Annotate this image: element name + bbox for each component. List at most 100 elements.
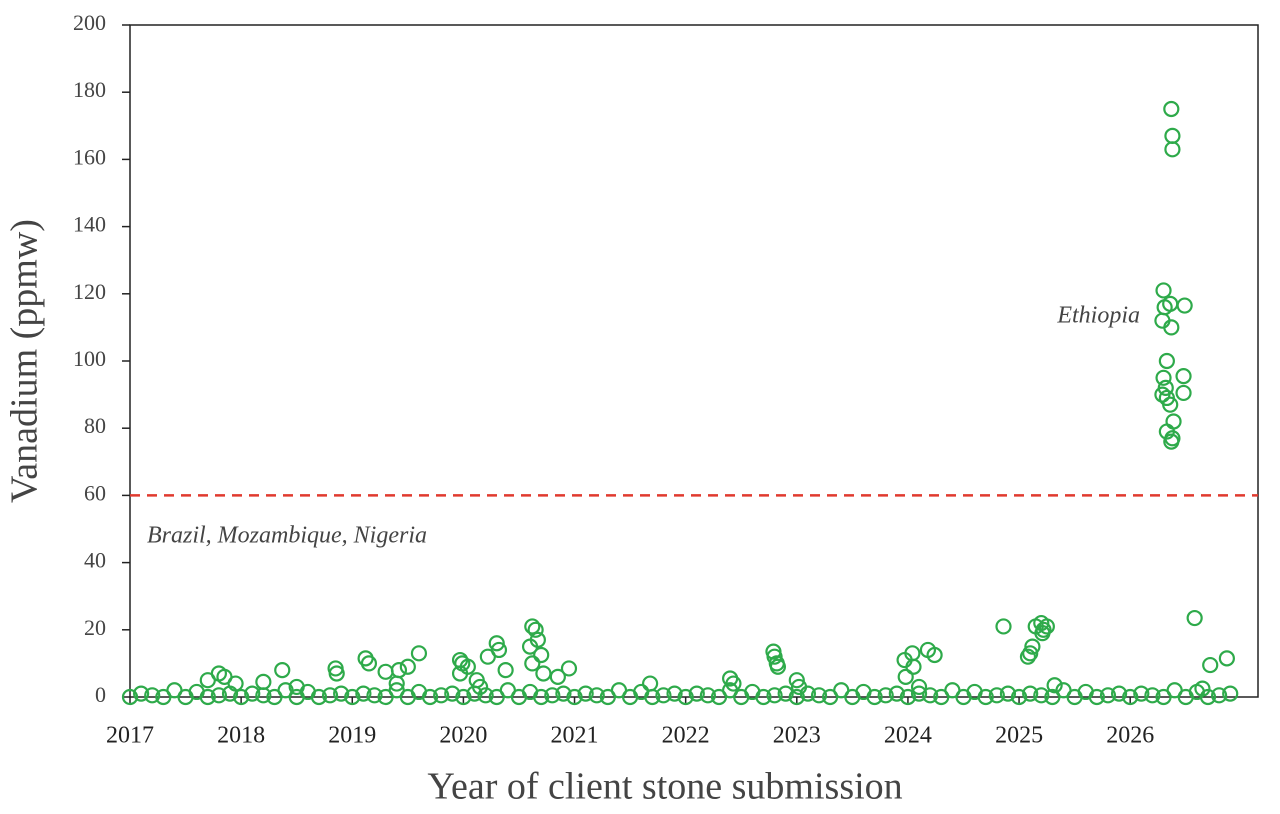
point xyxy=(1175,368,1192,385)
x-tick-label: 2020 xyxy=(439,723,487,749)
point xyxy=(199,672,216,689)
point xyxy=(655,687,672,704)
point xyxy=(121,688,139,706)
point xyxy=(360,655,378,672)
point xyxy=(1163,100,1180,118)
point xyxy=(524,618,541,635)
point xyxy=(905,658,922,675)
point xyxy=(888,685,905,702)
point xyxy=(344,688,361,706)
point xyxy=(527,621,544,638)
plot-frame xyxy=(129,24,1259,698)
point xyxy=(479,648,496,665)
point xyxy=(399,658,416,675)
point xyxy=(777,685,794,702)
point xyxy=(910,678,928,696)
point xyxy=(1088,688,1105,706)
point xyxy=(1163,319,1180,336)
point xyxy=(1218,650,1235,667)
point xyxy=(1022,685,1039,702)
point xyxy=(1122,688,1139,706)
point xyxy=(810,687,828,704)
point xyxy=(444,685,461,702)
point xyxy=(1186,609,1203,627)
point xyxy=(144,687,161,704)
point xyxy=(1222,685,1239,702)
point xyxy=(555,685,572,702)
point xyxy=(1099,687,1117,704)
point xyxy=(466,685,483,702)
point xyxy=(390,662,408,679)
point xyxy=(321,687,339,704)
y-tick-label: 200 xyxy=(73,10,106,35)
point xyxy=(1164,141,1181,158)
y-tick-label: 160 xyxy=(73,144,106,169)
point xyxy=(1162,396,1179,413)
point xyxy=(388,675,405,692)
point xyxy=(255,687,272,704)
point xyxy=(1211,687,1228,704)
point xyxy=(274,662,291,679)
point xyxy=(410,645,428,662)
point xyxy=(1154,386,1171,403)
point xyxy=(899,688,917,706)
point xyxy=(1022,645,1039,662)
point xyxy=(549,668,566,685)
point xyxy=(1176,297,1193,314)
point xyxy=(1133,685,1150,702)
point xyxy=(788,688,805,706)
x-tick-label: 2021 xyxy=(551,723,599,749)
point xyxy=(488,635,505,652)
point xyxy=(455,688,472,706)
point xyxy=(922,687,939,704)
x-tick-label: 2026 xyxy=(1106,723,1154,749)
x-tick-label: 2019 xyxy=(328,723,376,749)
point xyxy=(1033,687,1050,704)
point xyxy=(988,687,1005,704)
point xyxy=(1144,687,1161,704)
point xyxy=(255,673,272,690)
point xyxy=(577,685,594,702)
y-tick-label: 0 xyxy=(95,682,106,707)
point xyxy=(588,687,605,704)
point xyxy=(433,687,450,704)
point xyxy=(1155,282,1172,299)
point xyxy=(328,665,345,682)
y-tick-label: 80 xyxy=(84,413,106,438)
x-tick-label: 2024 xyxy=(884,723,932,749)
point xyxy=(497,662,514,679)
y-tick-label: 60 xyxy=(84,480,106,505)
annotation: Ethiopia xyxy=(1056,303,1140,329)
y-tick-label: 40 xyxy=(84,548,106,573)
point xyxy=(333,685,350,702)
point xyxy=(677,688,694,706)
point xyxy=(1165,413,1182,430)
point xyxy=(310,688,328,706)
point xyxy=(1024,638,1041,655)
point xyxy=(560,660,578,677)
point xyxy=(999,685,1017,702)
point xyxy=(1175,384,1192,402)
point xyxy=(897,668,914,685)
point xyxy=(221,685,239,702)
point xyxy=(755,688,772,706)
point xyxy=(535,665,552,682)
point xyxy=(451,665,469,682)
point xyxy=(769,658,787,675)
point xyxy=(544,687,561,704)
annotation: Brazil, Mozambique, Nigeria xyxy=(147,523,427,549)
point xyxy=(1110,685,1128,702)
x-tick-label: 2025 xyxy=(995,723,1043,749)
point xyxy=(910,685,928,702)
point xyxy=(133,685,150,702)
point xyxy=(788,672,805,689)
x-tick-label: 2023 xyxy=(773,723,821,749)
y-axis-title: Vanadium (ppmw) xyxy=(4,219,46,503)
y-tick-label: 20 xyxy=(84,615,106,640)
point xyxy=(926,646,943,664)
point xyxy=(477,687,494,704)
point xyxy=(1163,433,1180,450)
point xyxy=(1034,625,1051,642)
